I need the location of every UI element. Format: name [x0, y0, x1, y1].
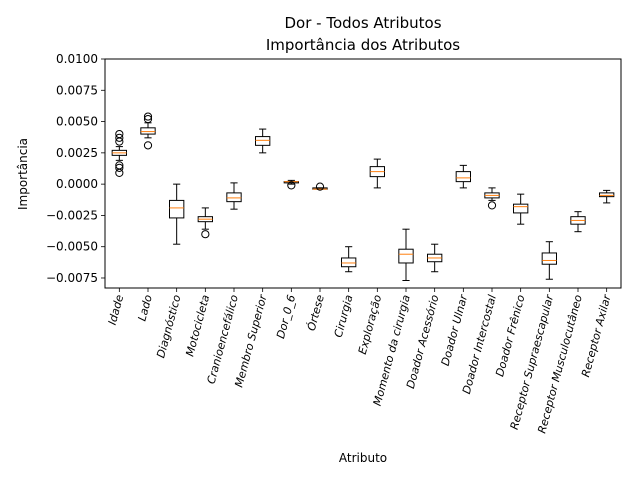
flier-point — [115, 137, 124, 146]
axes-frame — [104, 58, 622, 289]
flier-point — [201, 230, 210, 239]
box — [541, 252, 558, 265]
flier-point — [143, 112, 153, 121]
x-axis-label: Atributo — [339, 451, 387, 465]
flier-point — [287, 181, 296, 190]
box — [398, 248, 414, 264]
box — [513, 203, 529, 214]
x-tick-label: Doador Frênico — [493, 293, 527, 378]
x-tick-label: Idade — [106, 293, 127, 326]
y-axis-label: Importância — [16, 138, 30, 210]
plot-area: −0.0075 −0.0050 −0.0025 0.0000 0.0025 0.0050 0… — [46, 52, 622, 435]
flier-point — [143, 141, 153, 150]
box — [455, 171, 471, 183]
x-tick-label: Cirurgia — [332, 293, 356, 339]
box — [169, 199, 185, 219]
x-tick-label: Lado — [135, 293, 155, 322]
x-tick-label: Receptor Axilar — [579, 292, 614, 379]
chart-title: Dor - Todos Atributos — [284, 14, 441, 32]
chart-subtitle: Importância dos Atributos — [266, 36, 460, 54]
box — [341, 257, 357, 268]
y-tick-label: 0.0000 — [56, 177, 98, 191]
x-tick-label: Órtese — [305, 293, 327, 332]
x-tick-label: Motocicleta — [183, 293, 212, 358]
y-tick-label: 0.0025 — [56, 146, 98, 160]
box — [255, 136, 271, 146]
flier-point — [115, 168, 124, 177]
box — [140, 127, 156, 135]
flier-point — [115, 133, 124, 142]
y-tick-label: −0.0025 — [46, 208, 98, 222]
y-tick-label: 0.0100 — [56, 52, 98, 66]
y-tick-label: 0.0050 — [56, 115, 98, 129]
box — [226, 192, 242, 203]
box — [599, 192, 615, 198]
flier-point — [115, 163, 124, 172]
x-tick-label: Diagnóstico — [154, 293, 183, 359]
y-tick-label: −0.0075 — [46, 271, 98, 285]
flier-point — [487, 201, 497, 210]
flier-point — [315, 182, 325, 191]
y-tick-label: 0.0075 — [56, 83, 98, 97]
x-tick-label: Doador Ulnar — [439, 292, 471, 367]
x-tick-label: Dor_0_6 — [274, 293, 298, 340]
y-tick-label: −0.0050 — [46, 240, 98, 254]
x-tick-label: Exploração — [356, 293, 384, 356]
flier-point — [143, 114, 153, 124]
